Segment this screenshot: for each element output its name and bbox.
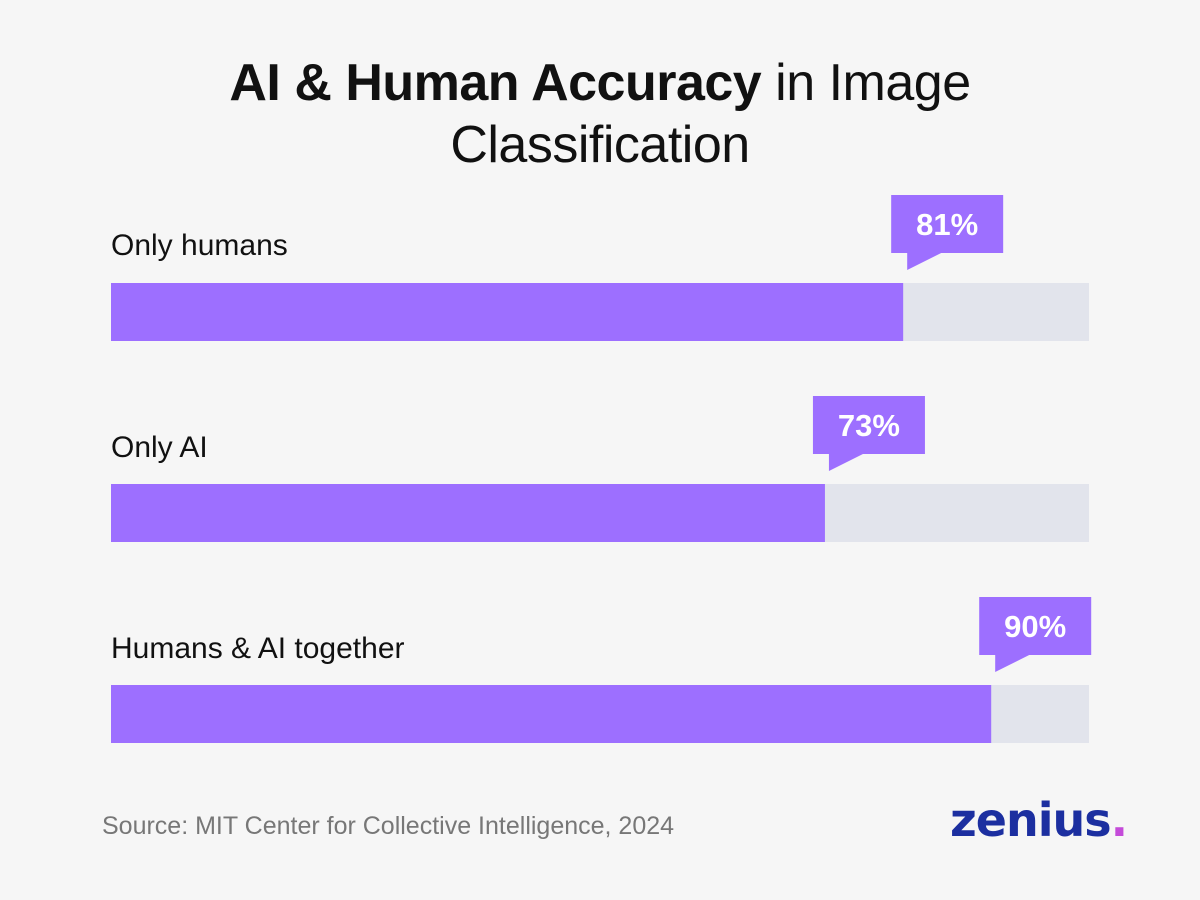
value-label: 81% — [916, 207, 978, 242]
value-callout — [891, 195, 1004, 253]
value-label: 73% — [838, 408, 900, 443]
category-label: Only humans — [111, 229, 288, 262]
zenius-logo: zenius. — [950, 792, 1129, 848]
title-light-line1: in Image — [761, 54, 971, 112]
value-callout-tail — [907, 252, 944, 270]
value-callout-tail — [995, 654, 1032, 672]
value-callout — [979, 597, 1092, 655]
value-callout-tail — [828, 453, 865, 471]
bar — [111, 283, 904, 341]
title-bold: AI & Human Accuracy — [229, 54, 762, 112]
logo-dot: . — [1110, 793, 1129, 847]
category-label: Humans & AI together — [111, 632, 405, 665]
chart-title: AI & Human Accuracy in Image Classificati… — [0, 52, 1200, 176]
category-label: Only AI — [111, 431, 208, 464]
logo-word: zenius — [950, 793, 1112, 847]
source-caption: Source: MIT Center for Collective Intell… — [102, 812, 675, 840]
bar — [111, 484, 825, 542]
bar — [111, 685, 992, 743]
value-label: 90% — [1004, 609, 1066, 644]
value-callout — [812, 396, 925, 454]
title-light-line2: Classification — [450, 116, 750, 174]
